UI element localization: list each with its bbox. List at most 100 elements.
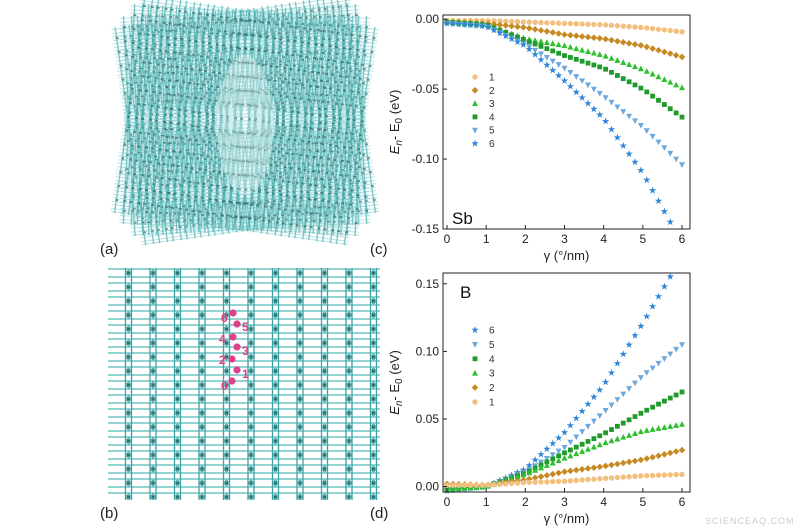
data-point — [679, 84, 685, 91]
data-point — [520, 471, 527, 478]
data-point — [619, 350, 627, 358]
data-point — [532, 37, 539, 43]
data-point — [673, 392, 679, 398]
data-point — [620, 23, 626, 29]
data-point — [644, 472, 650, 479]
data-point — [626, 386, 633, 392]
data-point — [591, 62, 597, 68]
series-1 — [444, 17, 685, 35]
data-point — [637, 456, 645, 464]
legend-marker — [472, 342, 478, 348]
data-point — [585, 445, 591, 452]
x-tick-label: 6 — [679, 232, 686, 246]
data-point — [637, 428, 644, 435]
data-point — [620, 420, 626, 426]
data-point — [538, 459, 544, 466]
data-point — [649, 45, 656, 52]
legend-label: 5 — [489, 340, 495, 351]
data-point — [538, 479, 544, 485]
data-point — [538, 38, 544, 44]
data-point — [649, 472, 656, 479]
legend-label: 2 — [489, 86, 495, 97]
data-point — [556, 453, 562, 459]
data-point — [538, 43, 544, 49]
data-point — [549, 452, 556, 458]
data-point — [544, 479, 550, 485]
data-point — [525, 461, 533, 469]
data-point — [455, 20, 463, 28]
data-point — [520, 479, 527, 486]
data-point — [561, 65, 568, 72]
data-point — [585, 82, 591, 89]
data-point — [555, 469, 562, 477]
data-point — [667, 423, 674, 429]
data-point — [596, 413, 603, 420]
data-point — [567, 43, 574, 50]
data-point — [679, 162, 685, 168]
atom-marker — [229, 309, 237, 317]
data-point — [649, 453, 656, 461]
data-point — [567, 467, 574, 475]
data-point — [561, 31, 568, 38]
data-point — [608, 475, 615, 481]
lattice-top-view-image — [108, 268, 380, 500]
x-tick-label: 3 — [561, 495, 568, 509]
atom-label: 5 — [242, 320, 249, 334]
data-point — [597, 21, 603, 28]
data-point — [650, 93, 656, 99]
data-point — [609, 427, 614, 432]
data-point — [614, 435, 621, 442]
data-point — [591, 436, 597, 442]
data-point — [673, 471, 679, 478]
data-point — [655, 360, 662, 367]
data-point — [632, 380, 638, 387]
data-point — [643, 370, 650, 376]
data-point — [520, 19, 527, 25]
data-point — [614, 104, 621, 111]
data-point — [602, 439, 609, 446]
data-point — [562, 450, 567, 456]
data-point — [661, 48, 668, 56]
data-point — [538, 19, 544, 26]
data-point — [585, 439, 591, 444]
data-point — [585, 60, 591, 66]
data-point — [532, 41, 538, 47]
data-point — [579, 477, 585, 483]
data-point — [679, 29, 685, 35]
data-point — [679, 114, 685, 120]
data-point — [560, 76, 569, 84]
data-point — [673, 346, 680, 353]
y-axis-label: En- E0 (eV) — [387, 90, 405, 155]
data-point — [590, 34, 598, 42]
data-point — [666, 50, 674, 57]
data-point — [637, 65, 644, 72]
legend: 1 2 3 4 5 6 — [471, 73, 495, 150]
x-tick-label: 2 — [522, 232, 529, 246]
legend-marker — [472, 399, 478, 405]
data-point — [573, 45, 580, 52]
data-point — [567, 69, 574, 76]
data-point — [661, 102, 667, 107]
data-point — [537, 473, 545, 480]
data-point — [502, 22, 510, 29]
data-point — [525, 45, 533, 53]
data-point — [596, 35, 604, 42]
data-point — [579, 78, 586, 85]
legend-marker — [471, 139, 479, 147]
data-point — [449, 19, 457, 27]
data-point — [625, 340, 633, 348]
data-point — [544, 459, 550, 465]
data-point — [531, 474, 539, 482]
data-point — [637, 42, 645, 49]
data-point — [638, 473, 644, 479]
data-point — [491, 482, 497, 488]
data-point — [608, 402, 615, 409]
data-point — [585, 21, 591, 27]
data-point — [537, 27, 545, 34]
data-point — [614, 423, 620, 429]
data-point — [608, 99, 615, 106]
data-point — [667, 106, 673, 112]
data-point — [561, 468, 568, 476]
data-point — [632, 118, 638, 125]
data-point — [643, 43, 651, 51]
